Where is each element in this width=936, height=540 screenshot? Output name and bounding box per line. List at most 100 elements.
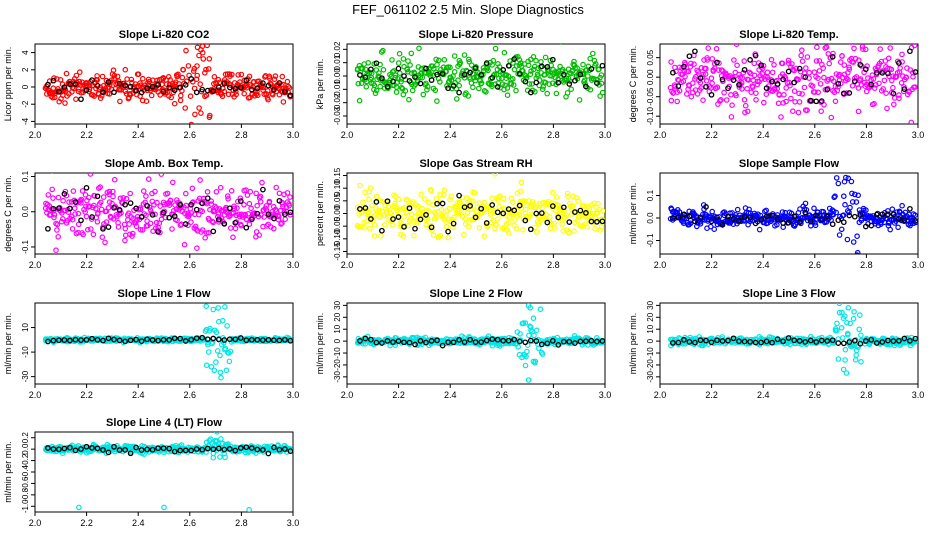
reference-point <box>373 199 380 205</box>
data-point <box>102 239 108 246</box>
y-tick-label: 20 <box>646 312 655 321</box>
reference-point <box>560 338 567 345</box>
reference-point <box>873 70 880 76</box>
data-point <box>211 367 218 374</box>
data-point <box>106 188 113 195</box>
reference-point <box>133 87 139 94</box>
reference-point <box>248 336 255 343</box>
reference-point <box>434 71 440 78</box>
y-tick-label: -20 <box>333 359 342 371</box>
data-point <box>235 72 242 78</box>
reference-point <box>873 211 880 218</box>
reference-point <box>708 339 715 346</box>
reference-point <box>204 445 211 452</box>
reference-point <box>572 77 578 84</box>
reference-point <box>741 214 748 221</box>
data-point <box>559 221 565 227</box>
reference-point <box>210 88 217 94</box>
data-point <box>190 68 197 74</box>
data-point <box>181 241 188 248</box>
reference-point <box>566 338 573 345</box>
data-point <box>424 87 430 93</box>
data-point <box>848 162 852 166</box>
data-point <box>527 304 534 311</box>
data-point <box>73 96 79 103</box>
data-point <box>286 85 293 91</box>
data-point <box>140 188 147 194</box>
data-point <box>222 454 228 461</box>
reference-point <box>368 336 374 343</box>
data-point <box>90 231 97 238</box>
reference-point <box>763 213 770 220</box>
data-point <box>844 330 851 337</box>
reference-point <box>276 446 283 453</box>
x-tick-label: 2.0 <box>654 390 667 400</box>
reference-point <box>730 335 737 342</box>
data-point <box>221 339 227 346</box>
data-point <box>497 193 503 199</box>
data-point <box>814 44 820 51</box>
reference-point <box>868 222 875 229</box>
data-point <box>98 199 104 206</box>
reference-point <box>105 335 112 342</box>
data-point <box>851 191 858 198</box>
panel-title: Slope Li-820 Temp. <box>739 29 838 41</box>
reference-point <box>588 337 595 344</box>
reference-point <box>100 337 106 344</box>
y-tick-label: 20 <box>333 312 342 321</box>
data-point <box>908 119 915 124</box>
data-point <box>569 203 576 209</box>
reference-point <box>725 85 731 92</box>
data-point <box>424 83 431 90</box>
x-tick-label: 3.0 <box>912 260 925 270</box>
data-point <box>760 62 767 69</box>
data-points <box>42 303 293 393</box>
reference-point <box>791 337 798 344</box>
data-point <box>182 105 189 111</box>
reference-point <box>851 337 858 344</box>
reference-point <box>862 223 869 230</box>
data-point <box>505 219 512 226</box>
data-point <box>595 200 601 207</box>
x-tick-label: 2.8 <box>860 260 873 270</box>
reference-point <box>835 340 842 346</box>
reference-point <box>357 338 363 344</box>
data-point <box>789 108 796 115</box>
plot-frame <box>34 43 294 125</box>
y-tick-label: 0 <box>646 338 655 343</box>
reference-point <box>697 75 704 81</box>
data-point <box>222 303 228 310</box>
data-point <box>410 199 416 205</box>
data-point <box>750 77 757 84</box>
data-point <box>739 86 745 92</box>
reference-point <box>599 338 605 344</box>
y-tick-label: 0.2 <box>21 432 30 444</box>
reference-point <box>171 213 178 220</box>
data-point <box>148 92 155 99</box>
data-point <box>806 69 813 76</box>
data-point <box>467 339 474 346</box>
reference-point <box>879 339 886 345</box>
reference-point <box>67 81 73 88</box>
data-point <box>213 389 217 393</box>
data-point <box>798 52 805 59</box>
data-point <box>546 81 553 87</box>
data-point <box>246 221 253 228</box>
reference-point <box>417 338 424 344</box>
data-point <box>167 197 174 204</box>
chart-panel-8: Slope Line 2 Flow ml/min per min. 2.0 2.2 2.… <box>315 288 611 400</box>
data-point <box>143 98 150 105</box>
reference-point <box>736 217 742 224</box>
data-point <box>789 61 795 67</box>
data-point <box>207 112 213 119</box>
y-tick-label: 0.0 <box>646 212 655 224</box>
reference-point <box>692 48 698 55</box>
reference-point <box>511 207 518 214</box>
data-point <box>396 50 403 57</box>
data-point <box>510 82 517 88</box>
data-point <box>846 64 852 71</box>
y-tick-label: 30 <box>646 300 655 309</box>
data-point <box>576 97 583 103</box>
data-point <box>795 76 802 83</box>
data-point <box>392 72 399 78</box>
